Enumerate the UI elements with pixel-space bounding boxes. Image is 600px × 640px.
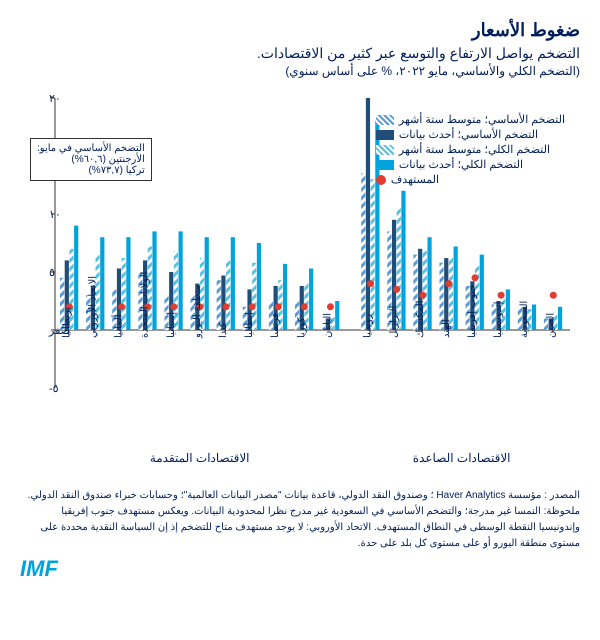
svg-text:البرازيل: البرازيل [389, 306, 400, 338]
svg-text:منطقة اليورو: منطقة اليورو [192, 285, 203, 339]
source-text: المصدر : مؤسسة Haver Analytics ؛ وصندوق … [20, 488, 580, 552]
svg-text:الصين: الصين [545, 313, 556, 338]
svg-text:إيطاليا: إيطاليا [244, 312, 255, 338]
svg-text:فرنسا: فرنسا [270, 313, 281, 338]
swatch-core-6m [376, 115, 394, 125]
chart-area: التضخم الأساسي؛ متوسط ستة أشهر التضخم ال… [20, 88, 580, 468]
swatch-headline-6m [376, 145, 394, 155]
svg-text:٥-: ٥- [49, 383, 59, 395]
swatch-headline-latest [376, 160, 394, 170]
svg-text:إندونيسيا: إندونيسيا [493, 301, 504, 338]
svg-text:الاقتصادات المتقدمة: الاقتصادات المتقدمة [150, 451, 250, 465]
svg-text:روسيا: روسيا [363, 314, 374, 338]
svg-text:الاقتصادات الصاعدة: الاقتصادات الصاعدة [413, 451, 511, 465]
legend: التضخم الأساسي؛ متوسط ستة أشهر التضخم ال… [376, 113, 565, 188]
swatch-core-latest [376, 130, 394, 140]
svg-text:الولايات المتحدة: الولايات المتحدة [140, 272, 151, 338]
svg-text:كندا: كندا [218, 322, 229, 338]
chart-subtitle: التضخم يواصل الارتفاع والتوسع عبر كثير م… [20, 45, 580, 62]
svg-text:إسبانيا: إسبانيا [166, 312, 177, 338]
svg-text:الاتحاد الأوروبي: الاتحاد الأوروبي [87, 276, 99, 338]
svg-text:بريطانيا: بريطانيا [61, 307, 72, 338]
svg-text:جنوب إفريقيا: جنوب إفريقيا [467, 284, 478, 338]
svg-text:الهند: الهند [441, 319, 452, 338]
svg-text:اليابان: اليابان [322, 313, 333, 338]
svg-text:السعودية: السعودية [519, 301, 530, 338]
chart-title: ضغوط الأسعار [20, 20, 580, 41]
swatch-target [376, 175, 386, 185]
chart-meta: (التضخم الكلي والأساسي، مايو ٢٠٢٢، % على… [20, 64, 580, 78]
svg-text:٥: ٥ [49, 267, 55, 279]
svg-text:المكسيك: المكسيك [415, 301, 426, 339]
callout-box: التضخم الأساسي في مايو: الأرجنتين (٦٠,٦%… [30, 138, 152, 181]
svg-text:كوريا: كوريا [296, 317, 307, 338]
imf-logo: IMF [20, 556, 580, 582]
svg-text:ألمانيا: ألمانيا [112, 314, 125, 338]
